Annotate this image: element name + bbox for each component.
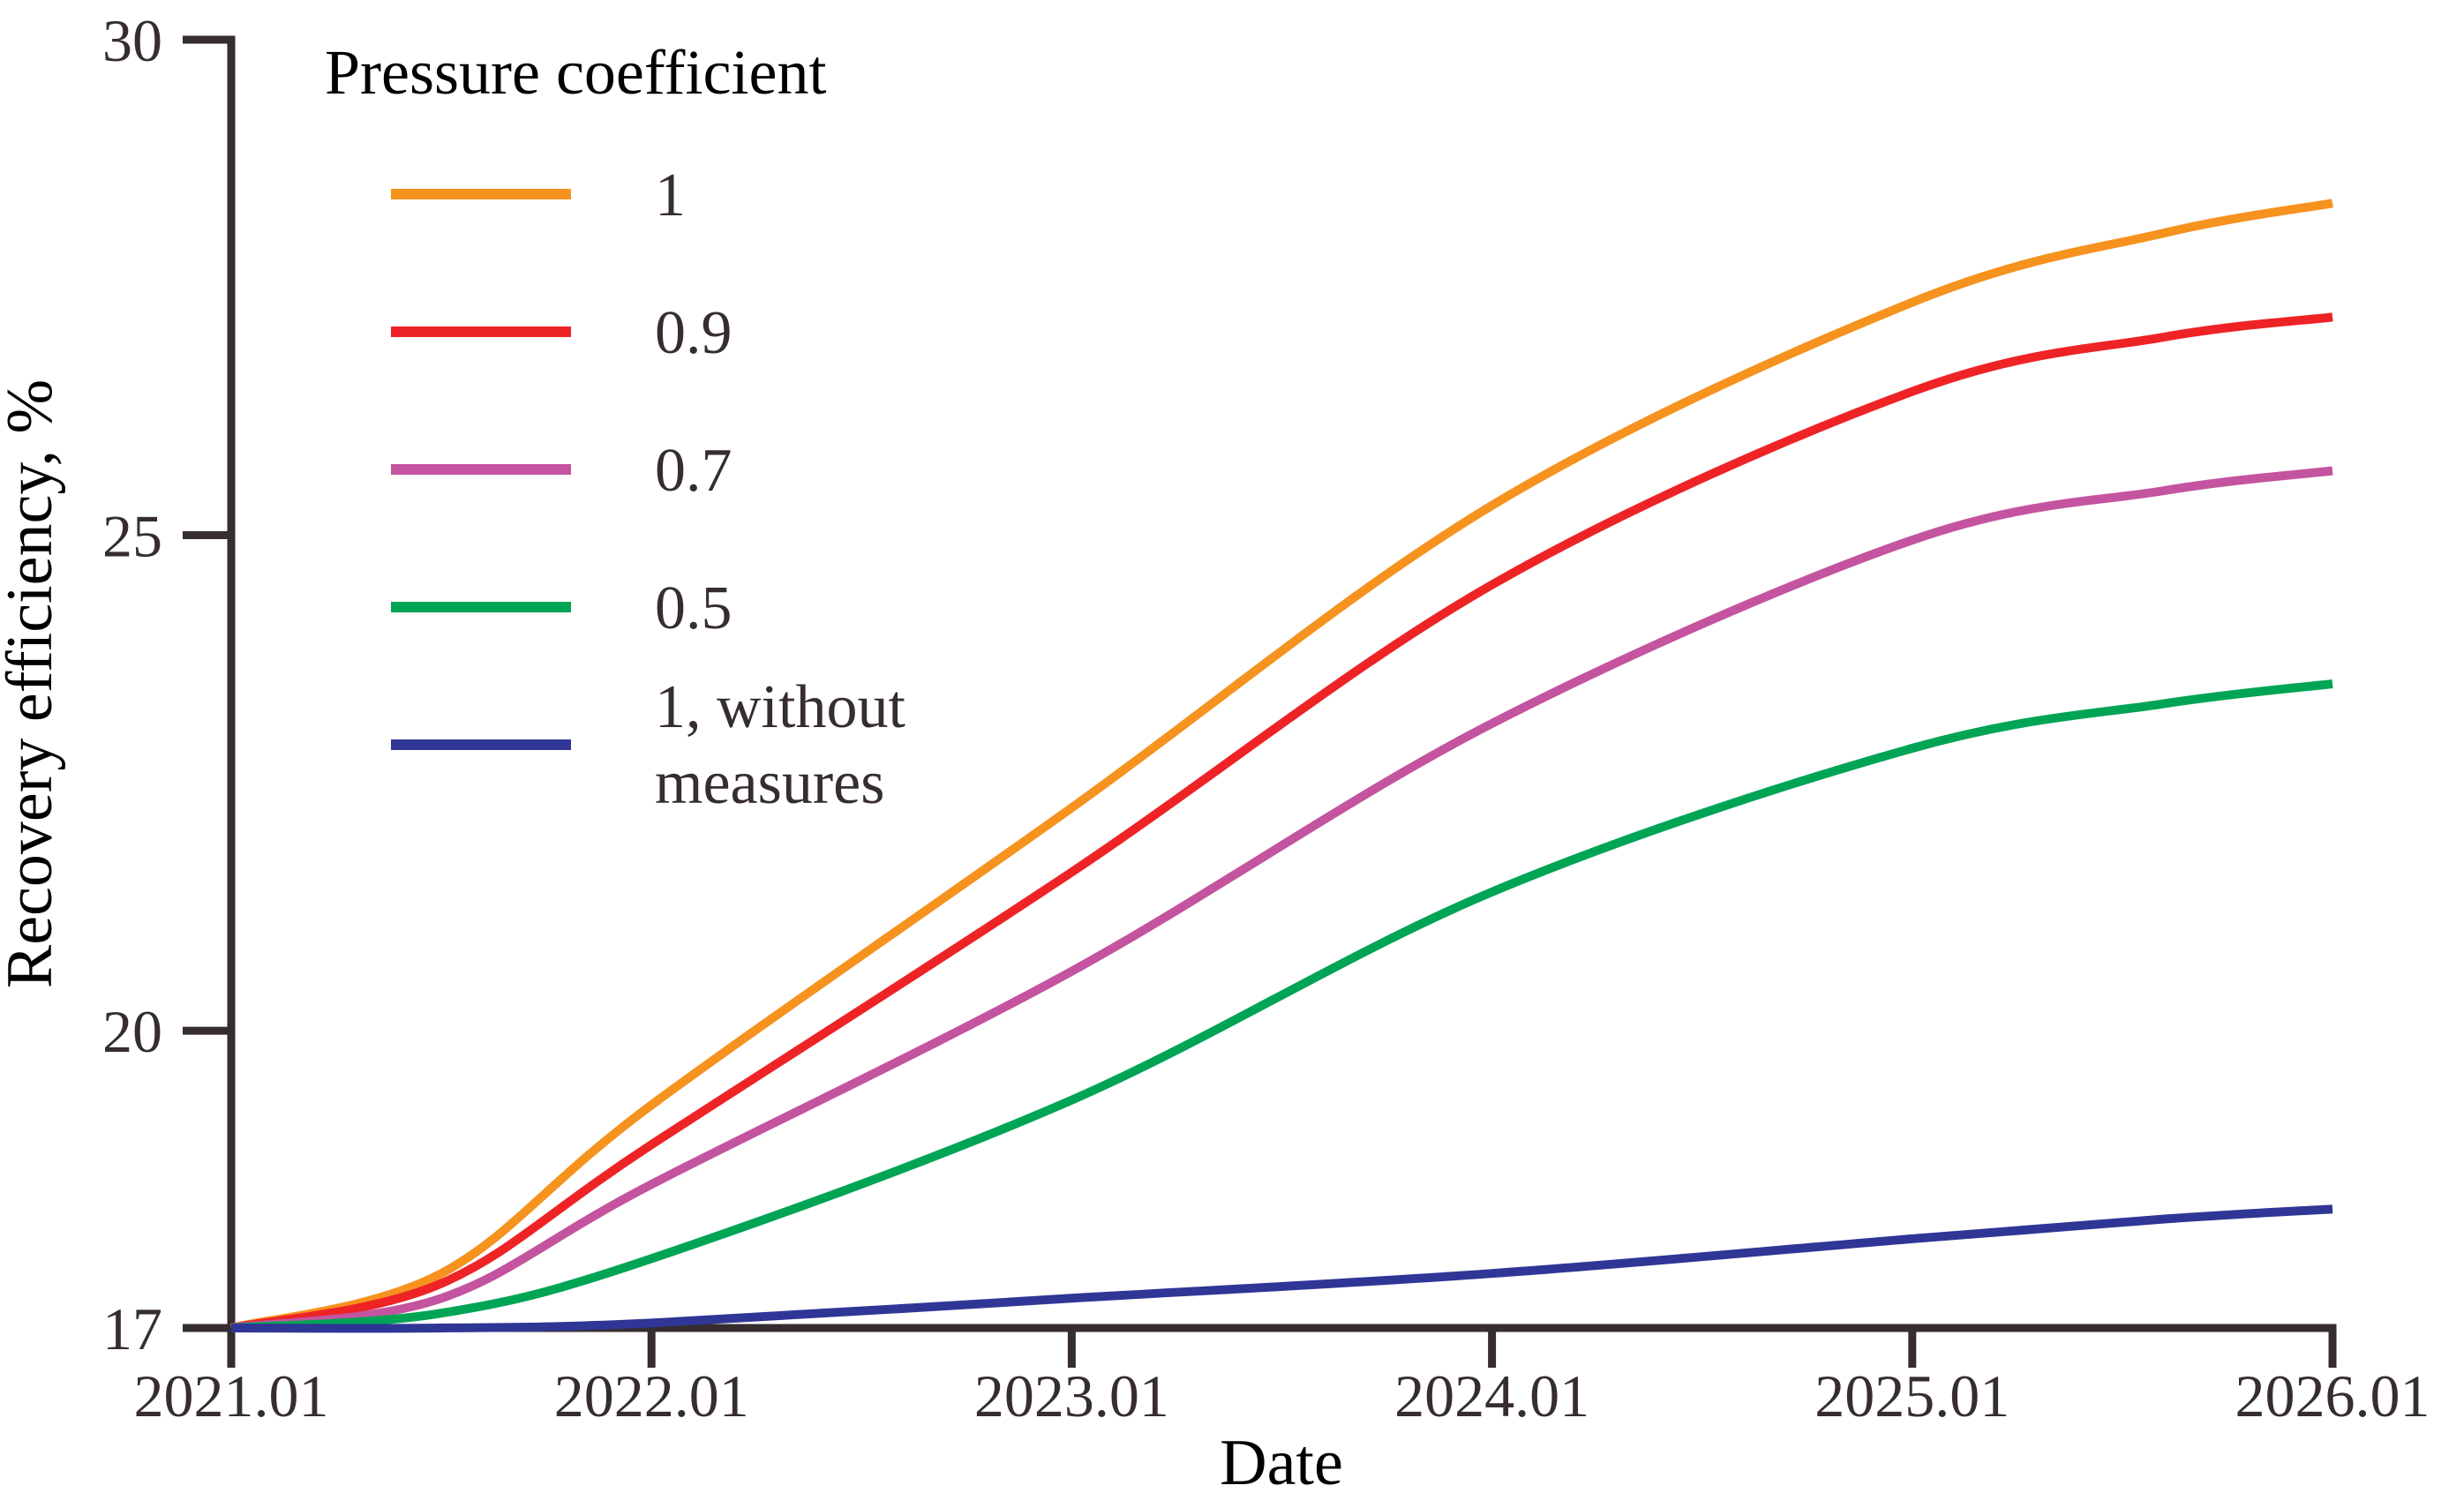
legend-entry: 0.7 — [391, 437, 732, 505]
legend-title: Pressure coefficient — [325, 37, 826, 108]
x-tick-label: 2021.01 — [134, 1362, 329, 1429]
x-tick-label: 2026.01 — [2235, 1362, 2430, 1429]
series-line-0-5 — [230, 679, 2333, 1332]
legend-entry: 0.5 — [391, 574, 732, 642]
legend-label: 0.9 — [655, 299, 732, 367]
x-tick-label: 2024.01 — [1394, 1362, 1589, 1429]
series-line-0-7 — [230, 466, 2333, 1332]
x-tick-label: 2022.01 — [554, 1362, 749, 1429]
series-line-1 — [229, 199, 2333, 1332]
x-tick-label: 2025.01 — [1814, 1362, 2010, 1429]
x-axis-title: Date — [1220, 1427, 1343, 1499]
legend: Pressure coefficient 1 0.9 0.7 0.5 1, withou… — [325, 37, 905, 817]
x-axis-ticks: 2021.01 2022.01 2023.01 2024.01 2025.01 2026.… — [134, 1328, 2430, 1429]
y-tick-label: 20 — [102, 998, 162, 1065]
axes — [227, 35, 2337, 1332]
legend-label: 0.5 — [655, 574, 732, 642]
series-line-1-without-measures — [230, 1204, 2333, 1333]
legend-entry: 1, without measures — [391, 673, 905, 817]
y-axis-title: Recovery efficiency, % — [0, 379, 66, 988]
legend-label: 0.7 — [655, 437, 732, 505]
legend-label: 1, without measures — [655, 673, 905, 817]
y-tick-label: 17 — [102, 1295, 162, 1362]
x-tick-label: 2023.01 — [974, 1362, 1169, 1429]
y-tick-label: 25 — [102, 503, 162, 570]
legend-entry: 1 — [391, 161, 686, 229]
series-line-0-9 — [229, 312, 2333, 1332]
y-axis-ticks: 17 20 25 30 — [102, 7, 231, 1362]
legend-entry: 0.9 — [391, 299, 732, 367]
y-tick-label: 30 — [102, 7, 162, 74]
legend-label: 1 — [655, 161, 686, 229]
series-curves — [229, 199, 2333, 1333]
